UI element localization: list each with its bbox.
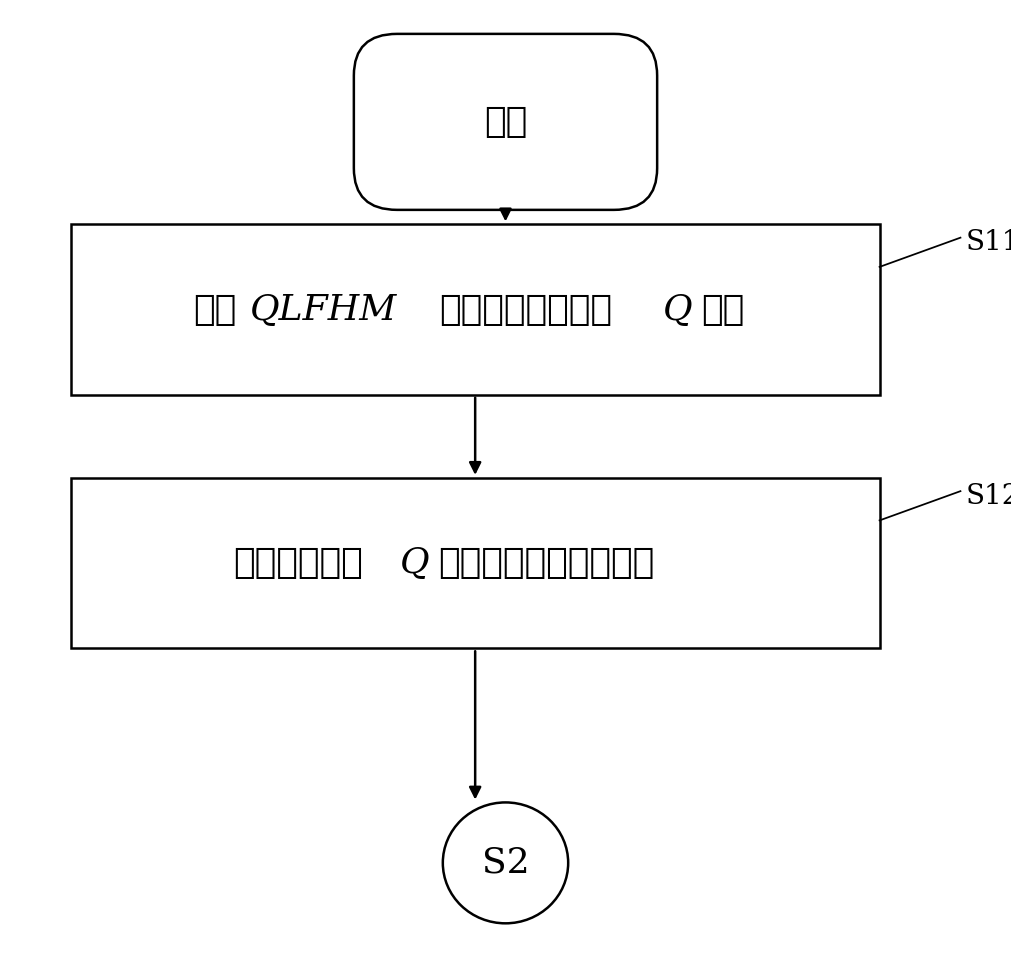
- FancyBboxPatch shape: [354, 34, 657, 210]
- Text: QLFHM: QLFHM: [250, 292, 396, 327]
- Circle shape: [443, 802, 568, 923]
- Text: S11: S11: [966, 229, 1011, 256]
- Text: S2: S2: [481, 846, 530, 879]
- Text: S12: S12: [966, 483, 1011, 510]
- Text: Q: Q: [662, 292, 693, 327]
- Text: 矩阵得到可选路径集合: 矩阵得到可选路径集合: [439, 546, 655, 580]
- Text: 通过训练后的: 通过训练后的: [233, 546, 363, 580]
- Text: 通过: 通过: [194, 292, 237, 327]
- Text: Q: Q: [400, 546, 430, 580]
- Bar: [71, 224, 880, 395]
- Text: 算法得到训练后的: 算法得到训练后的: [440, 292, 613, 327]
- Text: 矩阵: 矩阵: [701, 292, 744, 327]
- Text: 开始: 开始: [484, 105, 527, 138]
- Bar: [71, 478, 880, 648]
